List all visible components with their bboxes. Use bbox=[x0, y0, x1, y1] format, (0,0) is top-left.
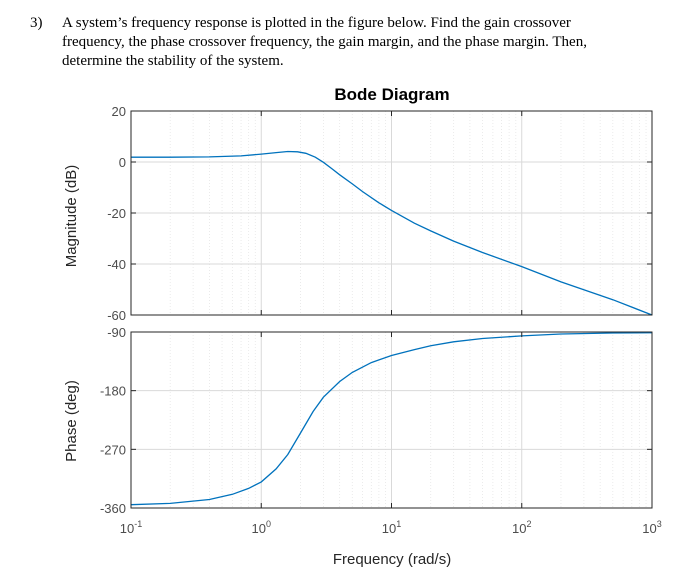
phase-y-ticks: -90 -180 -270 -360 bbox=[100, 325, 652, 516]
phase-series-line bbox=[130, 332, 653, 506]
magnitude-y-tick-label: -60 bbox=[107, 308, 126, 323]
phase-axis-label: Phase (deg) bbox=[63, 380, 80, 462]
magnitude-y-ticks: 20 0 -20 -40 -60 bbox=[107, 104, 652, 323]
question-line-2: frequency, the phase crossover frequency… bbox=[62, 34, 587, 50]
magnitude-grid bbox=[130, 110, 653, 316]
x-tick-label: 100 bbox=[252, 519, 271, 536]
x-ticks: 10-1 100 101 102 103 bbox=[120, 111, 662, 536]
chart-title: Bode Diagram bbox=[334, 85, 449, 104]
magnitude-series-line bbox=[131, 150, 653, 316]
phase-y-tick-label: -180 bbox=[100, 384, 126, 399]
magnitude-y-tick-label: 20 bbox=[112, 104, 126, 119]
magnitude-y-tick-label: -40 bbox=[107, 257, 126, 272]
phase-y-tick-label: -270 bbox=[100, 442, 126, 457]
magnitude-axis-label: Magnitude (dB) bbox=[63, 165, 80, 268]
phase-grid bbox=[130, 331, 653, 509]
question-line-3: determine the stability of the system. bbox=[62, 53, 284, 69]
x-tick-label: 102 bbox=[512, 519, 531, 536]
x-tick-label: 10-1 bbox=[120, 519, 142, 536]
x-tick-label: 103 bbox=[642, 519, 661, 536]
question-line-1: A system’s frequency response is plotted… bbox=[62, 15, 571, 31]
x-axis-label: Frequency (rad/s) bbox=[333, 551, 451, 568]
magnitude-y-tick-label: -20 bbox=[107, 206, 126, 221]
magnitude-y-tick-label: 0 bbox=[119, 155, 126, 170]
question-number: 3) bbox=[30, 15, 43, 31]
phase-y-tick-label: -360 bbox=[100, 501, 126, 516]
phase-y-tick-label: -90 bbox=[107, 325, 126, 340]
x-tick-label: 101 bbox=[382, 519, 401, 536]
